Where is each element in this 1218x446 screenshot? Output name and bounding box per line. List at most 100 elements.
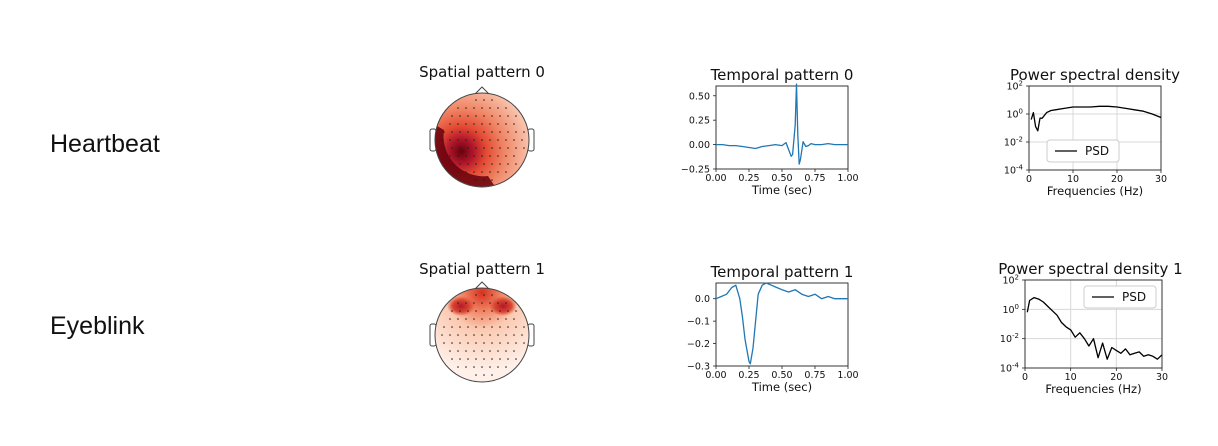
sensor-dot bbox=[507, 115, 509, 117]
x-tick-label: 0.00 bbox=[705, 173, 726, 184]
sensor-dot bbox=[457, 302, 459, 304]
sensor-dot bbox=[481, 366, 483, 368]
sensor-dot bbox=[515, 342, 517, 344]
plot-title: Temporal pattern 0 bbox=[710, 66, 854, 84]
plot-title: Temporal pattern 1 bbox=[710, 263, 854, 281]
sensor-dot bbox=[505, 139, 507, 141]
sensor-dot bbox=[499, 163, 501, 165]
sensor-dot bbox=[505, 366, 507, 368]
sensor-dot bbox=[523, 131, 525, 133]
sensor-dot bbox=[497, 334, 499, 336]
sensor-dot bbox=[523, 326, 525, 328]
topomap-title: Spatial pattern 0 bbox=[419, 63, 545, 81]
series-line bbox=[1026, 296, 1163, 360]
sensor-dot bbox=[457, 171, 459, 173]
sensor-dot bbox=[499, 342, 501, 344]
sensor-dot bbox=[481, 302, 483, 304]
sensor-dot bbox=[473, 302, 475, 304]
legend: PSD bbox=[1083, 285, 1157, 309]
sensor-dot bbox=[459, 342, 461, 344]
sensor-dot bbox=[457, 318, 459, 320]
sensor-dot bbox=[467, 342, 469, 344]
sensor-dot bbox=[481, 334, 483, 336]
frontal-spot-right bbox=[489, 296, 517, 316]
sensor-dot bbox=[465, 318, 467, 320]
sensor-dot bbox=[497, 139, 499, 141]
sensor-dot bbox=[481, 123, 483, 125]
sensor-dot bbox=[465, 171, 467, 173]
y-tick-label: 10-4 bbox=[1000, 362, 1020, 375]
sensor-dot bbox=[473, 155, 475, 157]
sensor-dot bbox=[505, 155, 507, 157]
sensor-dot bbox=[483, 310, 485, 312]
sensor-dot bbox=[483, 163, 485, 165]
sensor-dot bbox=[505, 123, 507, 125]
sensor-dot bbox=[491, 310, 493, 312]
sensor-dot bbox=[499, 147, 501, 149]
topomap-0: Spatial pattern 0 bbox=[419, 63, 545, 188]
sensor-dot bbox=[491, 131, 493, 133]
y-tick-label: 10-4 bbox=[1004, 164, 1024, 177]
sensor-dot bbox=[457, 155, 459, 157]
sensor-dot bbox=[475, 99, 477, 101]
x-tick-label: 0.75 bbox=[804, 370, 825, 381]
row-label-heartbeat: Heartbeat bbox=[50, 130, 160, 158]
sensor-dot bbox=[465, 302, 467, 304]
sensor-dot bbox=[475, 358, 477, 360]
sensor-dot bbox=[467, 131, 469, 133]
sensor-dot bbox=[443, 147, 445, 149]
legend-label: PSD bbox=[1085, 144, 1109, 158]
nose bbox=[474, 281, 490, 290]
y-tick-label: 102 bbox=[1002, 274, 1019, 287]
sensor-dot bbox=[459, 163, 461, 165]
sensor-dot bbox=[473, 318, 475, 320]
sensor-dot bbox=[497, 123, 499, 125]
sensor-dot bbox=[489, 334, 491, 336]
sensor-dot bbox=[449, 318, 451, 320]
sensor-dot bbox=[465, 123, 467, 125]
plot-frame bbox=[1028, 85, 1162, 171]
y-tick-label: 10-2 bbox=[1000, 332, 1019, 345]
sensor-dot bbox=[473, 123, 475, 125]
sensor-dot bbox=[491, 374, 493, 376]
legend-box bbox=[1046, 139, 1120, 163]
sensor-dot bbox=[491, 326, 493, 328]
sensor-dot bbox=[499, 115, 501, 117]
legend: PSD bbox=[1046, 139, 1120, 163]
sensor-dot bbox=[465, 334, 467, 336]
y-tick-label: 10-2 bbox=[1004, 136, 1023, 149]
sensor-dot bbox=[481, 171, 483, 173]
sensor-dot bbox=[491, 294, 493, 296]
sensor-dot bbox=[467, 326, 469, 328]
topomap-title: Spatial pattern 1 bbox=[419, 260, 545, 278]
sensor-dot bbox=[451, 326, 453, 328]
sensor-dot bbox=[499, 358, 501, 360]
dark-rim bbox=[435, 126, 494, 187]
sensor-dot bbox=[523, 147, 525, 149]
sensor-dot bbox=[465, 107, 467, 109]
sensor-dot bbox=[443, 342, 445, 344]
sensor-dot bbox=[481, 107, 483, 109]
sensor-dot bbox=[497, 107, 499, 109]
sensor-dot bbox=[443, 131, 445, 133]
plot-title: Power spectral density 1 bbox=[998, 260, 1182, 278]
sensor-dot bbox=[475, 326, 477, 328]
sensor-dot bbox=[507, 131, 509, 133]
head-outline bbox=[434, 287, 530, 383]
sensor-dot bbox=[475, 147, 477, 149]
sensor-dot bbox=[505, 171, 507, 173]
sensor-dot bbox=[491, 163, 493, 165]
x-axis-label: Frequencies (Hz) bbox=[1047, 184, 1143, 198]
sensor-dot bbox=[459, 326, 461, 328]
sensor-dot bbox=[465, 350, 467, 352]
y-tick-label: −0.2 bbox=[687, 339, 710, 350]
x-axis-label: Time (sec) bbox=[751, 380, 812, 394]
sensor-dot bbox=[523, 342, 525, 344]
y-tick-label: 102 bbox=[1006, 80, 1023, 93]
sensor-dot bbox=[475, 374, 477, 376]
x-tick-label: 0.50 bbox=[771, 370, 792, 381]
x-tick-label: 10 bbox=[1067, 174, 1079, 185]
sensor-dot bbox=[457, 139, 459, 141]
sensor-dot bbox=[473, 350, 475, 352]
sensor-dot bbox=[491, 342, 493, 344]
